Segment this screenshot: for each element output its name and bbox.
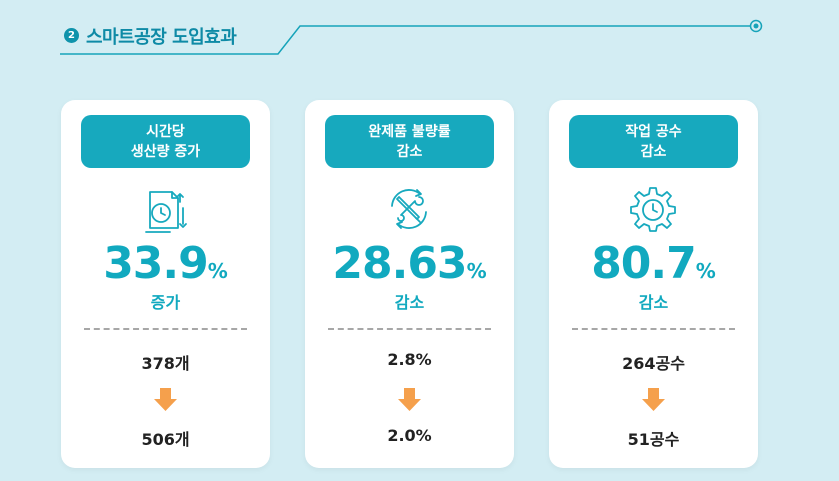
clock-document-icon xyxy=(140,184,190,234)
value-before: 2.8% xyxy=(387,350,432,369)
metric-number: 33.9 xyxy=(103,238,209,289)
card-label-line2: 감소 xyxy=(640,143,667,160)
value-after: 506개 xyxy=(141,430,190,449)
metric-unit: % xyxy=(207,259,228,283)
card-label: 시간당 생산량 증가 xyxy=(81,115,250,168)
metric-number: 28.63 xyxy=(332,238,467,289)
card-label-line2: 감소 xyxy=(396,143,423,160)
value-before: 378개 xyxy=(141,354,190,373)
arrow-down-icon xyxy=(642,388,665,411)
card-label-line1: 작업 공수 xyxy=(625,123,682,140)
card-label-line1: 시간당 xyxy=(146,123,185,140)
gear-clock-icon xyxy=(628,184,678,234)
effect-card-productivity: 시간당 생산량 증가 33.9% 증가 378개 506개 xyxy=(61,100,270,468)
card-label-line1: 완제품 불량률 xyxy=(368,123,451,140)
section-number-badge: 2 xyxy=(64,28,79,43)
metric-direction: 증가 xyxy=(150,293,181,312)
effect-card-man-hours: 작업 공수 감소 80.7% 감소 264공수 51공수 xyxy=(549,100,758,468)
arrow-down-icon xyxy=(398,388,421,411)
metric-value: 33.9% xyxy=(61,238,270,289)
dashed-divider xyxy=(328,328,491,330)
arrow-down-icon xyxy=(154,388,177,411)
metric-unit: % xyxy=(466,259,487,283)
card-label: 완제품 불량률 감소 xyxy=(325,115,494,168)
header-line xyxy=(60,19,763,55)
effect-card-defect-rate: 완제품 불량률 감소 28.63% 감소 2.8% 2.0% xyxy=(305,100,514,468)
section-header: 2 스마트공장 도입효과 xyxy=(0,0,839,70)
card-label-line2: 생산량 증가 xyxy=(130,143,201,160)
metric-direction: 감소 xyxy=(394,293,425,312)
value-before: 264공수 xyxy=(622,354,685,373)
section-title: 스마트공장 도입효과 xyxy=(86,27,237,48)
card-label: 작업 공수 감소 xyxy=(569,115,738,168)
metric-direction: 감소 xyxy=(638,293,669,312)
metric-number: 80.7 xyxy=(591,238,697,289)
metric-value: 28.63% xyxy=(305,238,514,289)
dashed-divider xyxy=(572,328,735,330)
value-after: 2.0% xyxy=(387,426,432,445)
value-after: 51공수 xyxy=(627,430,680,449)
metric-value: 80.7% xyxy=(549,238,758,289)
dashed-divider xyxy=(84,328,247,330)
metric-unit: % xyxy=(695,259,716,283)
tools-cycle-icon xyxy=(384,184,434,234)
